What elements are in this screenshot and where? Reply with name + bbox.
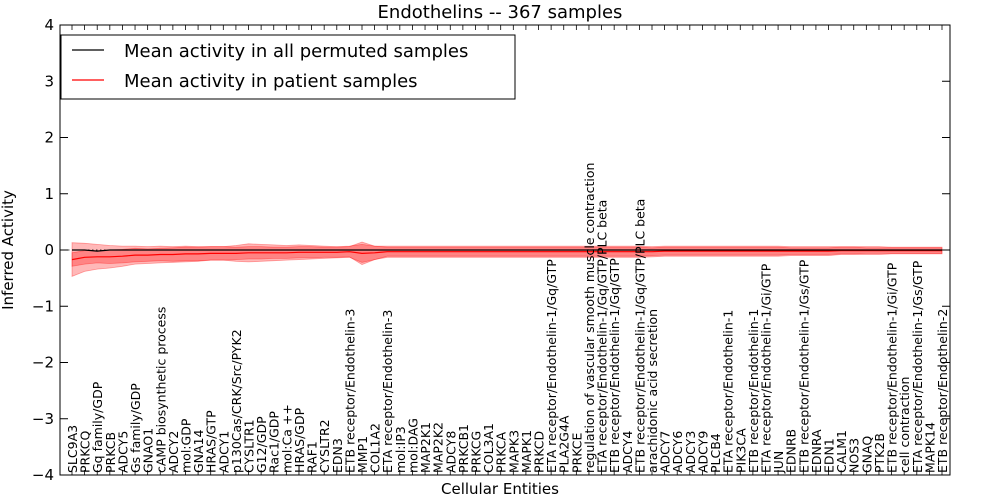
x-tick-label: PLA2G4A bbox=[557, 415, 572, 473]
x-tick-label: Rac1/GDP bbox=[267, 411, 282, 473]
y-axis: −4 −3 −2 −1 0 1 2 3 4 bbox=[32, 16, 950, 484]
x-tick-label: Gs family/GDP bbox=[128, 383, 143, 473]
x-tick-label: ADCY2 bbox=[166, 431, 181, 473]
y-tick-label: −2 bbox=[32, 354, 54, 372]
x-tick-label: mol:IP3 bbox=[393, 426, 408, 473]
x-tick-label: PRKCE bbox=[569, 433, 584, 473]
x-tick-label: PRKCD bbox=[532, 431, 547, 473]
x-tick-label: PRKCA bbox=[494, 432, 509, 473]
x-tick-label: ADCY5 bbox=[115, 431, 130, 473]
x-tick-label: ETB receptor/Endothelin-1/Gi/GTP bbox=[885, 262, 900, 473]
x-tick-label: HRAS/GTP bbox=[204, 410, 219, 473]
y-tick-label: 2 bbox=[44, 129, 54, 147]
x-tick-label: CYSLTR1 bbox=[242, 419, 257, 473]
x-tick-label: MMP1 bbox=[355, 436, 370, 473]
x-tick-label: SLC9A3 bbox=[65, 425, 80, 473]
x-tick-label: PTK2B bbox=[872, 433, 887, 473]
y-tick-label: −1 bbox=[32, 297, 54, 315]
y-tick-label: 3 bbox=[44, 72, 54, 90]
x-tick-label: cAMP biosynthetic process bbox=[153, 307, 168, 473]
x-tick-label: mol:DAG bbox=[405, 418, 420, 473]
legend: Mean activity in all permuted samples Me… bbox=[60, 34, 516, 100]
x-tick-label: ETB receptor/Endothelin-1/Gs/GTP bbox=[796, 259, 811, 473]
x-tick-label: PRKCG bbox=[469, 431, 484, 473]
x-tick-label: EDN1 bbox=[822, 438, 837, 473]
y-tick-label: 0 bbox=[44, 241, 54, 259]
x-axis-label: Cellular Entities bbox=[441, 480, 559, 498]
spread-bands bbox=[71, 241, 943, 277]
legend-box bbox=[60, 34, 516, 100]
x-tick-label: MAPK14 bbox=[922, 422, 937, 473]
x-tick-label: GNA14 bbox=[191, 429, 206, 473]
legend-label-patient: Mean activity in patient samples bbox=[124, 71, 418, 92]
y-tick-label: −4 bbox=[32, 466, 54, 484]
x-tick-label: ETB receptor/Endothelin-3 bbox=[342, 309, 357, 473]
x-tick-label: ADCY3 bbox=[683, 431, 698, 473]
x-tick-label: PRKCQ bbox=[78, 431, 93, 473]
x-tick-label: HRAS/GDP bbox=[292, 407, 307, 473]
x-tick-label: ETB receptor/Endothelin-1/Gq/GTP/PLC bet… bbox=[632, 199, 647, 473]
line-patient bbox=[71, 250, 942, 261]
x-tick-label: ETB receptor/Endothelin-2 bbox=[935, 309, 950, 473]
x-tick-label: ETA receptor/Endothelin-1/Gs/GTP bbox=[910, 260, 925, 473]
x-tick-label: PLCB4 bbox=[708, 433, 723, 473]
x-tick-label: MAP2K2 bbox=[431, 422, 446, 473]
x-tick-label: ETA receptor/Endothelin-1/Gq/GTP bbox=[544, 259, 559, 473]
x-tick-label: EDNRB bbox=[784, 429, 799, 473]
x-tick-label: ADCY4 bbox=[620, 431, 635, 473]
x-tick-label: GNAO1 bbox=[141, 428, 156, 473]
x-tick-label: p130Cas/CRK/Src/PYK2 bbox=[229, 329, 244, 473]
x-tick-label: MAPK3 bbox=[506, 430, 521, 473]
chart-title: Endothelins -- 367 samples bbox=[378, 2, 623, 23]
line-permuted bbox=[72, 249, 942, 252]
x-tick-label: RAF1 bbox=[305, 441, 320, 473]
x-tick-label: ETB receptor/Endothelin-1 bbox=[746, 309, 761, 473]
y-tick-label: 4 bbox=[44, 16, 54, 34]
x-tick-label: PRKCB1 bbox=[456, 424, 471, 473]
x-tick-label: JUN bbox=[771, 451, 786, 474]
x-tick-label: ADCY6 bbox=[670, 431, 685, 473]
x-tick-label: ADCY9 bbox=[695, 431, 710, 473]
x-tick-label: ADCY7 bbox=[658, 431, 673, 473]
x-tick-label: ETA receptor/Endothelin-1 bbox=[721, 310, 736, 473]
x-tick-label: regulation of vascular smooth muscle con… bbox=[582, 163, 597, 473]
x-tick-label: GNAQ bbox=[859, 436, 874, 473]
x-tick-label: mol:GDP bbox=[179, 418, 194, 473]
x-tick-label: COL1A2 bbox=[368, 423, 383, 473]
x-tick-label: Gq family/GDP bbox=[90, 381, 105, 473]
x-tick-label: ETA receptor/Endothelin-1/Gq/GTP/PLC bet… bbox=[595, 200, 610, 473]
x-tick-label: MAPK1 bbox=[519, 430, 534, 473]
y-tick-label: 1 bbox=[44, 185, 54, 203]
x-tick-label: EDNRA bbox=[809, 429, 824, 473]
x-tick-label: G12/GDP bbox=[254, 416, 269, 473]
x-tick-label: ADCY1 bbox=[216, 431, 231, 473]
x-tick-label: PIK3CA bbox=[733, 428, 748, 473]
y-tick-label: −3 bbox=[32, 410, 54, 428]
x-tick-label: CALM1 bbox=[834, 430, 849, 473]
x-tick-label: ETB receptor/Endothelin-1/Gq/GTP bbox=[607, 258, 622, 473]
x-tick-label: ETA receptor/Endothelin-3 bbox=[380, 310, 395, 473]
y-axis-label: Inferred Activity bbox=[0, 190, 17, 310]
x-tick-label: cell contraction bbox=[897, 377, 912, 473]
x-tick-label: MAP2K1 bbox=[418, 422, 433, 473]
x-tick-label: PRKCB bbox=[103, 432, 118, 473]
x-tick-label: COL3A1 bbox=[481, 423, 496, 473]
x-tick-label: ETA receptor/Endothelin-1/Gi/GTP bbox=[759, 263, 774, 473]
x-tick-label: CYSLTR2 bbox=[317, 419, 332, 473]
x-tick-label: arachidonic acid secretion bbox=[645, 309, 660, 473]
series-lines bbox=[71, 249, 942, 261]
legend-label-permuted: Mean activity in all permuted samples bbox=[124, 41, 468, 62]
x-tick-label: mol:Ca ++ bbox=[279, 404, 294, 473]
x-tick-label: ADCY8 bbox=[443, 431, 458, 473]
x-tick-label: NOS3 bbox=[847, 438, 862, 473]
x-tick-label: EDN3 bbox=[330, 438, 345, 473]
